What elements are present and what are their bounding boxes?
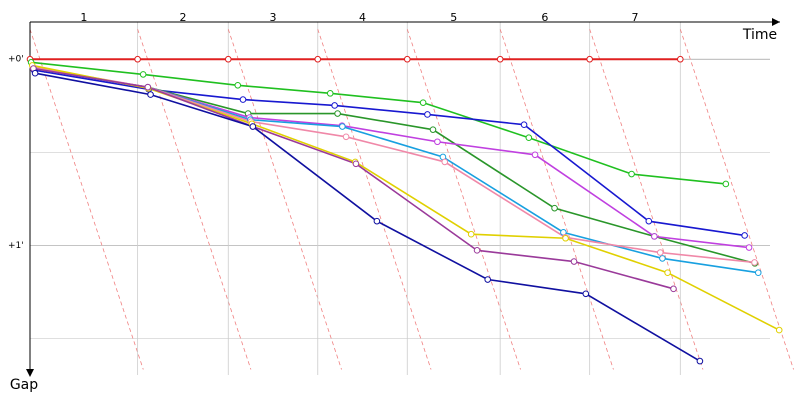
data-point (419, 99, 427, 106)
data-point (373, 217, 381, 225)
data-point (677, 55, 684, 63)
data-point (520, 121, 528, 128)
data-point (334, 110, 341, 117)
y-tick-label: +0' (8, 55, 24, 65)
series-line (33, 67, 750, 249)
data-point (651, 233, 658, 240)
lap-line (317, 29, 432, 370)
series-line (33, 69, 745, 237)
lap-label: 1 (80, 11, 87, 24)
data-point (239, 96, 247, 103)
series-line (33, 67, 674, 290)
data-point (429, 126, 437, 133)
y-axis-arrow (26, 369, 34, 377)
lap-label: 5 (450, 11, 457, 24)
data-point (741, 232, 748, 239)
data-point (582, 290, 590, 298)
data-point (496, 55, 504, 63)
data-point (525, 134, 533, 142)
x-axis-arrow (772, 18, 780, 26)
data-point (331, 102, 338, 109)
lap-line (227, 29, 342, 370)
series-line (32, 66, 755, 264)
data-point (775, 326, 783, 334)
lap-label: 6 (541, 11, 548, 24)
series-line (33, 67, 756, 265)
data-point (134, 55, 141, 63)
lap-line (499, 29, 614, 370)
series-line (32, 64, 780, 331)
data-point (659, 255, 666, 262)
data-point (656, 249, 664, 256)
lap-line (679, 29, 794, 370)
data-point (234, 81, 242, 89)
data-point (342, 133, 350, 141)
lap-label: 2 (179, 11, 186, 24)
data-point (147, 91, 154, 98)
data-point (249, 123, 257, 130)
data-point (139, 71, 147, 78)
data-point (484, 276, 492, 283)
series-line (31, 61, 726, 185)
series-line (34, 72, 701, 362)
data-point (645, 217, 653, 225)
x-axis-label: Time (742, 27, 777, 43)
lap-line (29, 29, 144, 370)
lap-line (137, 29, 252, 370)
data-point (628, 170, 635, 178)
lap-label: 7 (631, 11, 638, 24)
lap-line (406, 29, 521, 370)
data-point (434, 138, 441, 146)
data-point (722, 180, 730, 188)
data-point (754, 269, 762, 276)
data-point (441, 158, 449, 166)
y-tick-label: +1' (8, 241, 24, 251)
data-point (670, 285, 677, 293)
data-point (551, 204, 558, 212)
data-point (352, 160, 360, 168)
data-point (314, 55, 322, 63)
data-point (326, 90, 334, 97)
data-point (224, 55, 232, 63)
data-point (31, 69, 39, 77)
data-point (664, 269, 671, 276)
data-point (696, 357, 704, 365)
lap-line (589, 29, 704, 370)
data-point (424, 111, 431, 118)
data-point (403, 55, 411, 63)
lap-label: 3 (270, 11, 277, 24)
data-point (751, 259, 758, 266)
data-point (745, 244, 753, 251)
data-point (144, 83, 152, 91)
y-axis-label: Gap (10, 377, 38, 393)
lap-label: 4 (359, 11, 366, 24)
data-point (473, 247, 481, 254)
data-point (586, 55, 593, 63)
data-point (562, 234, 569, 242)
data-point (570, 258, 578, 265)
data-point (531, 151, 539, 159)
data-point (467, 230, 475, 238)
data-point (339, 123, 346, 130)
